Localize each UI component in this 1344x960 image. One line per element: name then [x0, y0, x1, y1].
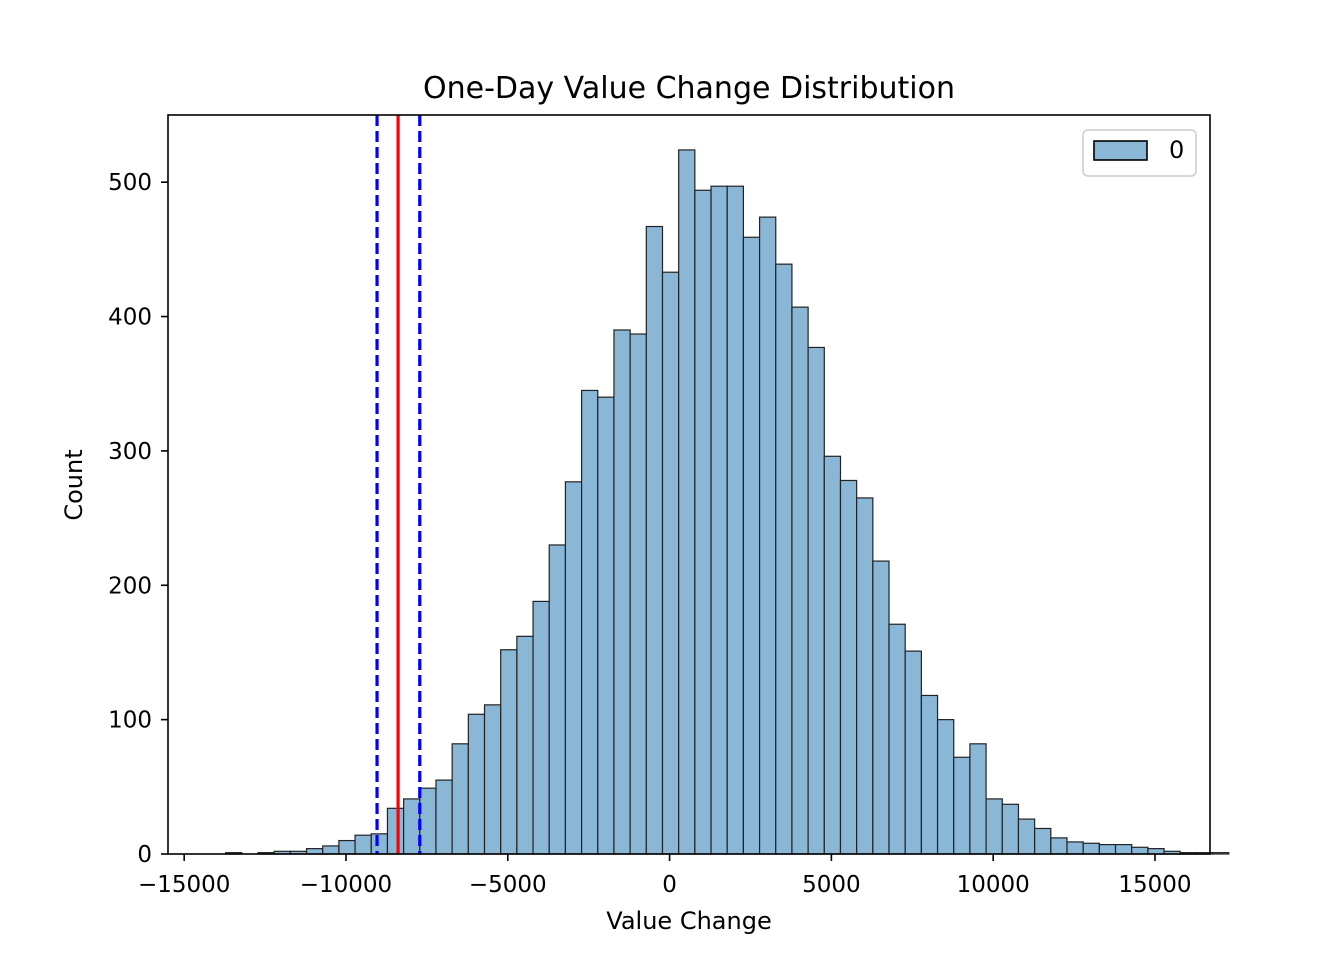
histogram-bar	[322, 845, 340, 855]
y-tick-label: 0	[137, 842, 152, 868]
histogram-bar	[548, 544, 567, 855]
histogram-bar	[1034, 827, 1052, 855]
histogram-bar	[370, 833, 389, 855]
x-tick-label: −5000	[469, 872, 547, 898]
histogram-bar	[694, 189, 712, 855]
histogram-bar	[1098, 843, 1117, 855]
legend: 0	[1082, 129, 1197, 177]
histogram-bar	[1050, 837, 1068, 855]
histogram-bar	[791, 306, 809, 855]
y-tick-label: 500	[108, 170, 152, 196]
histogram-bar	[483, 704, 502, 855]
y-axis-label: Count	[60, 449, 88, 520]
histogram-bar	[1131, 846, 1149, 855]
histogram-bar	[613, 329, 631, 855]
histogram-bar	[305, 848, 324, 855]
histogram-bar	[516, 635, 534, 855]
y-tick-label: 100	[108, 708, 152, 734]
histogram-bar	[354, 834, 372, 855]
histogram-bar	[564, 481, 583, 855]
histogram-bar	[888, 623, 906, 855]
histogram-bar	[920, 694, 939, 855]
histogram-bar	[1066, 841, 1084, 855]
chart-title: One-Day Value Change Distribution	[423, 71, 955, 106]
x-axis-ticks: −15000 −10000 −5000 0 5000 10000 15000	[138, 854, 1192, 898]
histogram-bar	[629, 333, 647, 855]
histogram-bar	[936, 719, 955, 855]
histogram-bar	[742, 236, 761, 855]
x-tick-label: 0	[662, 872, 677, 898]
histogram-bar	[710, 185, 728, 855]
y-axis-ticks: 0 100 200 300 400 500	[108, 170, 168, 868]
x-tick-label: −10000	[300, 872, 392, 898]
x-tick-label: 5000	[802, 872, 861, 898]
legend-label: 0	[1169, 136, 1184, 164]
histogram-bar	[856, 497, 874, 855]
plot-frame	[167, 114, 1211, 855]
histogram-bar	[1114, 843, 1133, 855]
histogram-bar	[532, 600, 550, 855]
histogram-bar	[500, 649, 518, 855]
histogram-bar	[1017, 818, 1036, 855]
histogram-bar	[435, 779, 453, 855]
y-tick-label: 400	[108, 305, 152, 331]
histogram-bar	[1001, 803, 1020, 855]
histogram-bar	[775, 263, 793, 855]
histogram-bar	[1212, 852, 1230, 855]
y-tick-label: 300	[108, 439, 152, 465]
histogram-bar	[872, 560, 890, 855]
histogram-bar	[645, 225, 664, 855]
histogram-bar	[953, 756, 971, 855]
histogram-bar	[839, 479, 858, 855]
histogram-bar	[807, 346, 825, 855]
histogram-bar	[969, 743, 987, 855]
histogram-bar	[904, 650, 922, 855]
legend-swatch	[1093, 140, 1148, 161]
histogram-bar	[758, 216, 777, 855]
histogram-bar	[1082, 842, 1100, 855]
histogram-bars	[225, 149, 1230, 855]
histogram-bar	[678, 149, 696, 855]
histogram-bar	[338, 839, 356, 855]
histogram-bar	[467, 713, 486, 855]
histogram-bar	[726, 185, 744, 855]
histogram-bar	[403, 798, 421, 855]
histogram-bar	[451, 743, 469, 855]
x-tick-label: 10000	[957, 872, 1030, 898]
y-tick-label: 200	[108, 573, 152, 599]
x-axis-label: Value Change	[606, 907, 771, 935]
histogram-bar	[580, 389, 599, 855]
histogram-bar	[661, 271, 680, 855]
x-tick-label: 15000	[1118, 872, 1191, 898]
histogram-bar	[597, 396, 615, 855]
histogram-bar	[823, 455, 842, 855]
histogram-bar	[985, 798, 1003, 855]
histogram-bar	[386, 807, 405, 855]
x-tick-label: −15000	[138, 872, 230, 898]
histogram-bar	[419, 787, 437, 855]
reference-lines	[375, 115, 422, 854]
histogram-bar	[1147, 848, 1165, 855]
